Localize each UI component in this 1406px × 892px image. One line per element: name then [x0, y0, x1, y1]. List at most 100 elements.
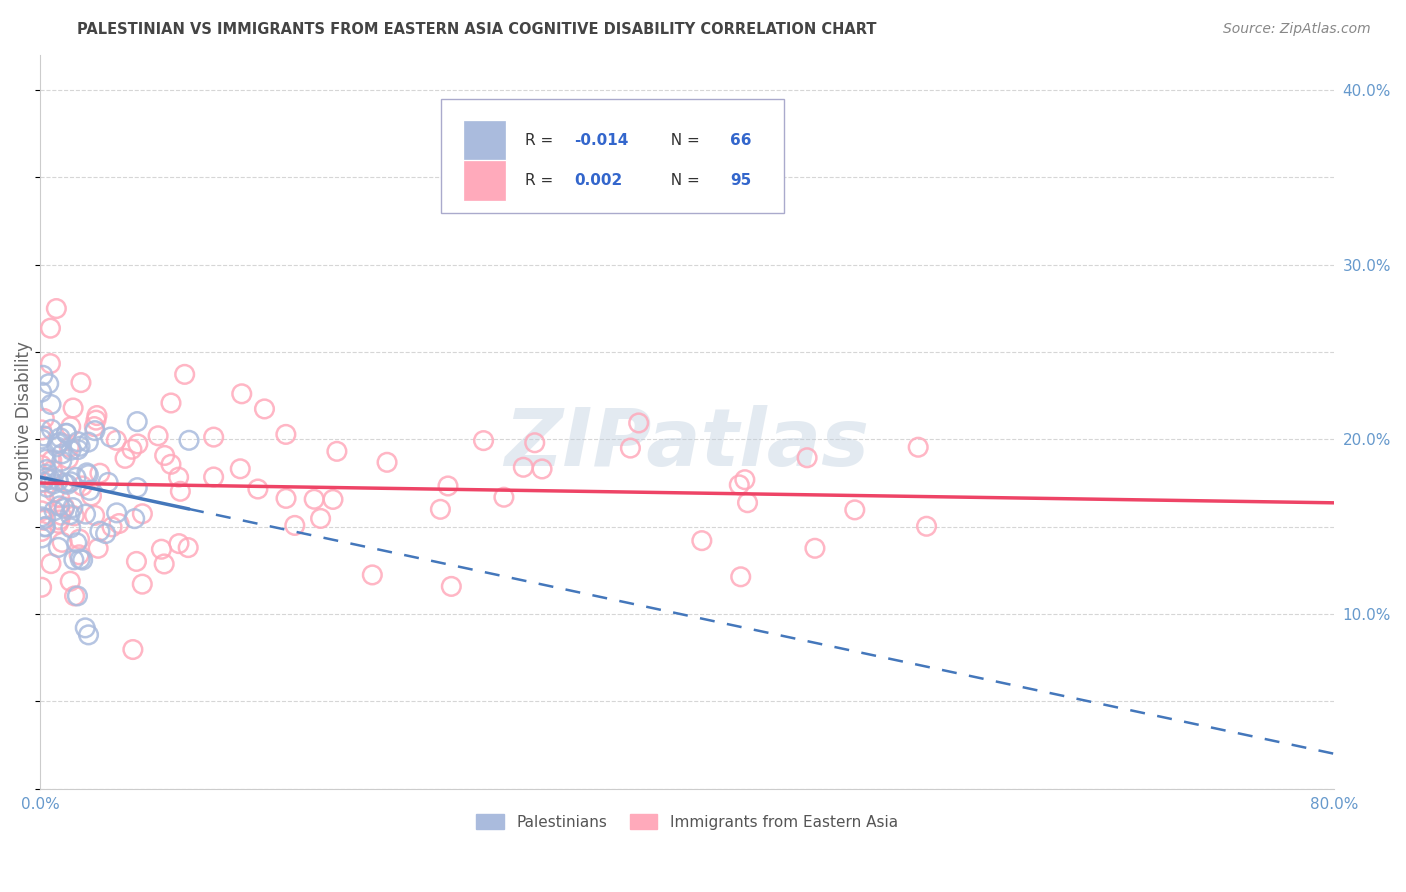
Point: [35, 462, 58, 476]
Point: [737, 496, 759, 510]
Text: PALESTINIAN VS IMMIGRANTS FROM EASTERN ASIA COGNITIVE DISABILITY CORRELATION CHA: PALESTINIAN VS IMMIGRANTS FROM EASTERN A…: [77, 22, 877, 37]
FancyBboxPatch shape: [464, 121, 505, 160]
Point: [105, 506, 128, 520]
Point: [153, 449, 176, 463]
Point: [48, 513, 70, 527]
Point: [127, 415, 149, 429]
Point: [89, 467, 111, 481]
Point: [32, 513, 55, 527]
Point: [231, 386, 253, 401]
Point: [66, 589, 89, 603]
Point: [70, 376, 93, 390]
Point: [69, 439, 91, 453]
Point: [309, 511, 332, 525]
Point: [41, 453, 63, 467]
Point: [429, 502, 451, 516]
Point: [48, 474, 70, 488]
Point: [89, 524, 111, 539]
Point: [31, 385, 53, 400]
Point: [105, 434, 128, 448]
Point: [160, 458, 183, 472]
Point: [46, 541, 69, 555]
Point: [31, 432, 53, 446]
Point: [153, 557, 176, 571]
Point: [284, 518, 307, 533]
Point: [108, 516, 131, 531]
Point: [51, 508, 73, 523]
Point: [41, 463, 63, 477]
Point: [440, 579, 463, 593]
Point: [69, 532, 91, 546]
Point: [31, 458, 53, 473]
Point: [177, 434, 200, 448]
Point: [619, 441, 641, 455]
Point: [67, 548, 90, 562]
Point: [177, 541, 200, 555]
Point: [77, 467, 100, 482]
Point: [326, 444, 349, 458]
Point: [121, 442, 143, 457]
Point: [361, 568, 384, 582]
Point: [63, 589, 86, 603]
Point: [492, 490, 515, 504]
Point: [31, 423, 53, 437]
Point: [472, 434, 495, 448]
Point: [114, 451, 136, 466]
Point: [38, 376, 60, 391]
Point: [131, 507, 153, 521]
Point: [229, 462, 252, 476]
Point: [101, 520, 124, 534]
Point: [531, 462, 554, 476]
Point: [734, 473, 756, 487]
Point: [39, 472, 62, 486]
Point: [512, 460, 534, 475]
Text: ZIPatlas: ZIPatlas: [505, 405, 869, 483]
Point: [302, 492, 325, 507]
Text: Source: ZipAtlas.com: Source: ZipAtlas.com: [1223, 22, 1371, 37]
Point: [35, 471, 58, 485]
Point: [75, 621, 97, 635]
Point: [53, 501, 76, 516]
Point: [202, 470, 225, 484]
Point: [728, 478, 751, 492]
Point: [59, 508, 82, 522]
Point: [122, 642, 145, 657]
Point: [150, 542, 173, 557]
Point: [63, 508, 86, 523]
Point: [31, 531, 53, 545]
Text: -0.014: -0.014: [575, 133, 628, 148]
Text: R =: R =: [526, 133, 558, 148]
Point: [83, 508, 105, 523]
Point: [86, 409, 108, 423]
FancyBboxPatch shape: [464, 161, 505, 200]
Point: [83, 419, 105, 434]
Point: [100, 430, 122, 444]
Point: [59, 574, 82, 589]
Point: [79, 483, 101, 498]
Point: [63, 553, 86, 567]
Point: [202, 430, 225, 444]
Point: [62, 401, 84, 415]
Point: [34, 467, 56, 481]
Point: [274, 427, 297, 442]
Point: [124, 511, 146, 525]
Point: [58, 451, 80, 466]
Text: 95: 95: [730, 173, 751, 188]
Point: [66, 434, 89, 449]
Point: [796, 450, 818, 465]
Point: [127, 481, 149, 495]
Point: [39, 557, 62, 571]
Point: [375, 455, 398, 469]
Point: [67, 442, 90, 457]
Point: [55, 426, 77, 441]
Point: [53, 500, 76, 514]
Point: [76, 466, 98, 480]
Point: [31, 580, 53, 594]
Point: [77, 435, 100, 450]
Point: [80, 489, 103, 503]
Text: R =: R =: [526, 173, 558, 188]
Point: [627, 416, 650, 430]
Point: [59, 521, 82, 535]
Point: [84, 413, 107, 427]
Point: [75, 507, 97, 521]
